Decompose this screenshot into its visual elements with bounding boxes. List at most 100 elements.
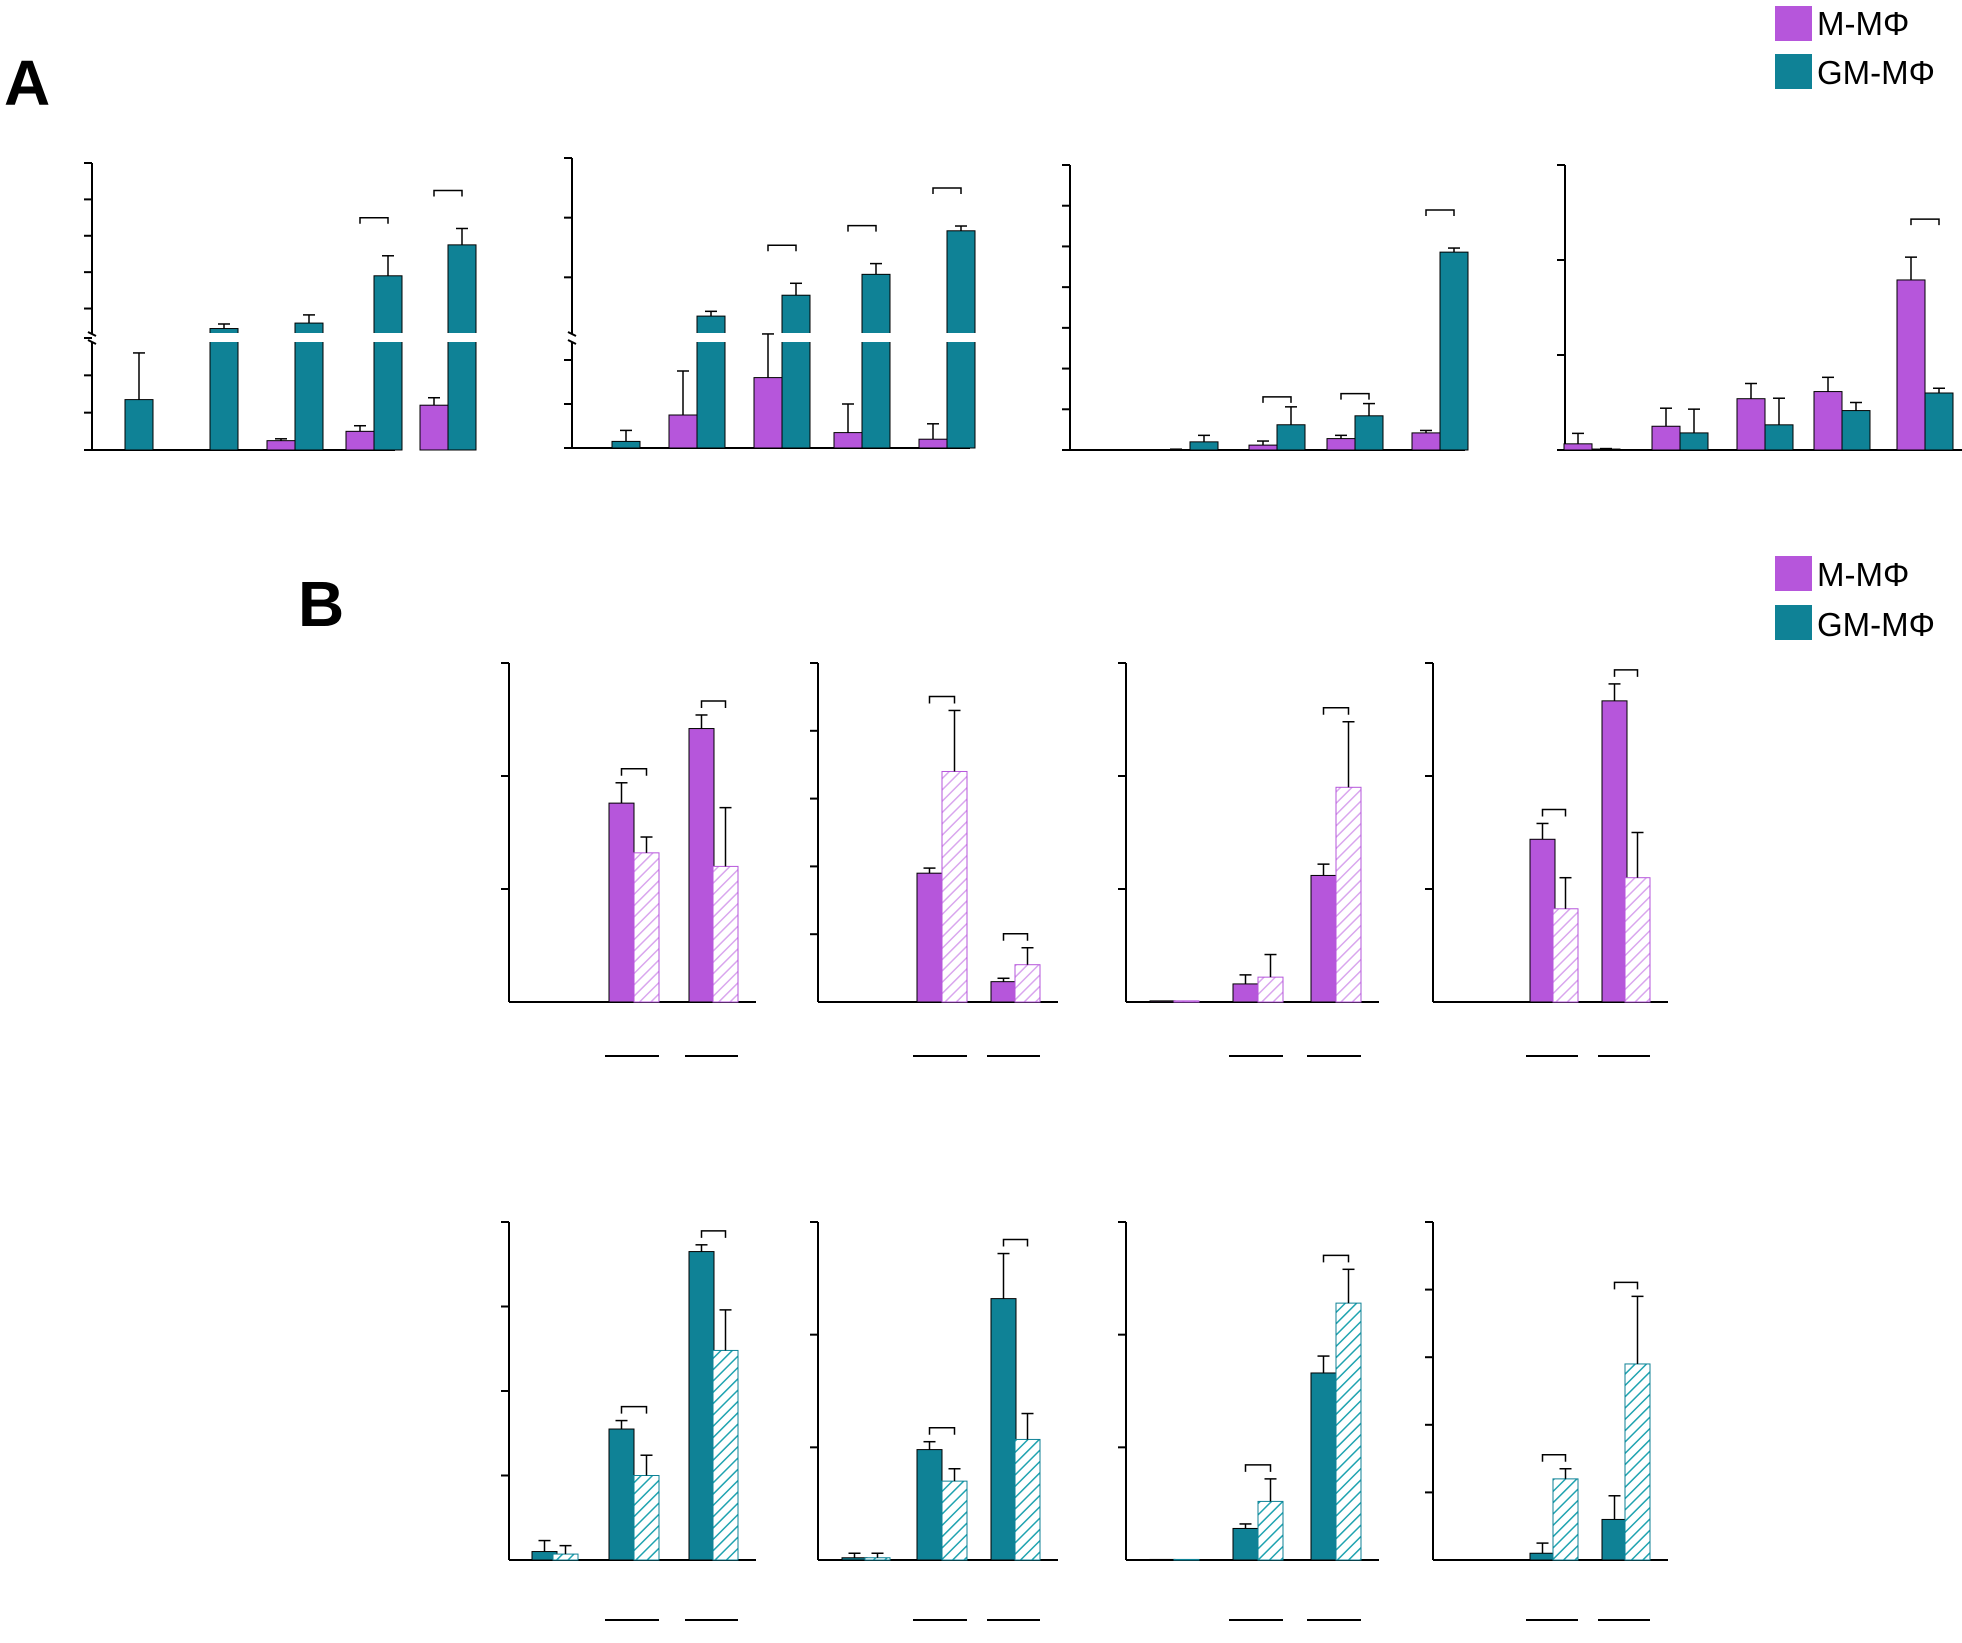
bar-m-mphi xyxy=(1813,391,1843,451)
bar-gm-mphi xyxy=(861,273,891,449)
significance-bracket xyxy=(620,1405,648,1414)
bar-untreated xyxy=(916,1449,943,1561)
bar-atra xyxy=(1552,1478,1579,1561)
bar-break-gap xyxy=(861,333,891,342)
bar-untreated xyxy=(1310,1372,1337,1561)
bar-break-gap xyxy=(696,333,726,342)
significance-bracket xyxy=(433,189,463,197)
bar-atra xyxy=(1624,1363,1651,1561)
bar-atra xyxy=(1552,908,1579,1003)
chart-b-m-il10 xyxy=(1425,662,1668,1057)
chart-b-m-il6 xyxy=(501,662,756,1057)
bar-m-mphi xyxy=(1326,438,1356,451)
significance-bracket xyxy=(620,768,648,776)
bar-gm-mphi xyxy=(294,322,324,451)
significance-bracket xyxy=(1322,707,1350,715)
bar-atra xyxy=(1335,1302,1362,1561)
significance-bracket xyxy=(767,244,797,252)
bar-gm-mphi xyxy=(611,440,641,449)
significance-bracket xyxy=(1002,933,1029,941)
bar-gm-mphi xyxy=(1439,251,1469,451)
significance-bracket xyxy=(928,1426,956,1435)
significance-bracket xyxy=(1002,1238,1029,1247)
bar-break-gap xyxy=(447,333,477,342)
bar-m-mphi xyxy=(1736,398,1766,451)
chart-b-gm-il10 xyxy=(1425,1221,1668,1621)
bar-m-mphi xyxy=(753,377,783,449)
bar-break-gap xyxy=(294,333,324,342)
panel-label-b: B xyxy=(298,568,344,640)
legend-swatch-gm-mphi xyxy=(1775,605,1812,640)
bar-atra xyxy=(941,1480,968,1561)
bar-m-mphi xyxy=(1411,432,1441,451)
significance-bracket xyxy=(1340,392,1370,400)
bar-m-mphi xyxy=(419,404,449,451)
bar-atra xyxy=(633,1475,660,1561)
bar-gm-mphi xyxy=(1764,424,1794,451)
bar-untreated xyxy=(990,1298,1017,1561)
significance-bracket xyxy=(847,224,877,232)
bar-gm-mphi xyxy=(209,328,239,451)
bar-break-gap xyxy=(209,333,239,342)
bar-gm-mphi xyxy=(1841,410,1871,451)
bar-m-mphi xyxy=(668,414,698,449)
bar-m-mphi xyxy=(833,432,863,449)
bar-atra xyxy=(1257,976,1284,1003)
chart-b-gm-il8 xyxy=(1118,1221,1379,1621)
legend-label-m-mphi: M-MΦ xyxy=(1817,5,1909,42)
bar-gm-mphi xyxy=(447,244,477,451)
bar-atra xyxy=(552,1553,579,1561)
bar-gm-mphi xyxy=(1276,424,1306,451)
bar-atra xyxy=(1335,786,1362,1003)
bar-break-gap xyxy=(946,333,976,342)
legend-label-m-mphi: M-MΦ xyxy=(1817,556,1909,593)
bar-break-gap xyxy=(373,333,403,342)
legend-swatch-gm-mphi xyxy=(1775,54,1812,89)
bar-untreated xyxy=(990,981,1017,1003)
axis-break-mark xyxy=(567,331,577,345)
bar-m-mphi xyxy=(345,430,375,451)
significance-bracket xyxy=(1613,1281,1639,1290)
bar-m-mphi xyxy=(918,438,948,449)
bar-untreated xyxy=(688,1251,715,1561)
bar-untreated xyxy=(1601,1518,1628,1561)
chart-a-il10 xyxy=(1557,164,1962,451)
bar-gm-mphi xyxy=(124,399,154,451)
bar-untreated xyxy=(841,1557,868,1561)
significance-bracket xyxy=(932,187,962,195)
bar-m-mphi xyxy=(1248,444,1278,451)
bar-untreated xyxy=(1149,1558,1176,1561)
significance-bracket xyxy=(1425,209,1455,217)
legend-swatch-m-mphi xyxy=(1775,556,1812,591)
bar-untreated xyxy=(1149,1000,1176,1003)
bar-untreated xyxy=(608,802,635,1003)
bar-atra xyxy=(712,865,739,1003)
bar-atra xyxy=(941,770,968,1003)
bar-break-gap xyxy=(781,333,811,342)
legend-bottom: M-MΦ GM-MΦ xyxy=(1775,556,1935,643)
bar-atra xyxy=(1014,1438,1041,1561)
significance-bracket xyxy=(1541,808,1567,817)
bar-m-mphi xyxy=(1896,279,1926,451)
bar-untreated xyxy=(688,728,715,1003)
bar-gm-mphi xyxy=(1924,392,1954,451)
chart-b-gm-il6 xyxy=(501,1221,756,1621)
bar-m-mphi xyxy=(1563,443,1593,451)
bar-atra xyxy=(1173,1000,1200,1003)
bar-atra xyxy=(1014,964,1041,1003)
significance-bracket xyxy=(1322,1254,1350,1263)
bar-gm-mphi xyxy=(1354,415,1384,451)
bar-gm-mphi xyxy=(781,294,811,449)
significance-bracket xyxy=(928,695,956,704)
bar-atra xyxy=(864,1557,891,1561)
significance-bracket xyxy=(1910,218,1940,226)
bar-atra xyxy=(1624,877,1651,1003)
significance-bracket xyxy=(1613,669,1639,677)
legend-swatch-m-mphi xyxy=(1775,6,1812,41)
chart-a-il6 xyxy=(84,162,477,451)
bar-untreated xyxy=(1310,874,1337,1003)
bar-untreated xyxy=(1529,838,1556,1003)
bar-untreated xyxy=(1232,983,1259,1003)
bar-atra xyxy=(712,1349,739,1561)
